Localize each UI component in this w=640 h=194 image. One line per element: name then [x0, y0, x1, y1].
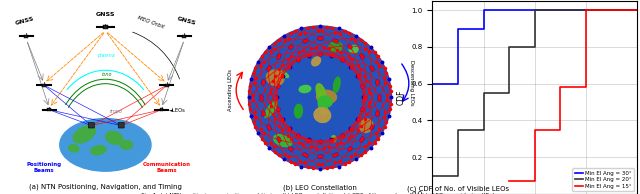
Text: MEO Orbit: MEO Orbit	[137, 16, 165, 30]
Text: Fig. 1: (a) NTN positioning, navigation, and timing. (b) LEO constellation. (c) : Fig. 1: (a) NTN positioning, navigation,…	[141, 193, 499, 194]
Min El Ang = 20°	[505, 46, 513, 48]
FancyBboxPatch shape	[88, 122, 94, 128]
Y-axis label: CDF: CDF	[397, 90, 406, 105]
Ellipse shape	[264, 101, 277, 118]
Min El Ang = 15°	[556, 128, 564, 131]
Min El Ang = 15°	[505, 180, 513, 182]
Text: (b) LEO Constellation: (b) LEO Constellation	[283, 185, 357, 191]
Min El Ang = 15°	[556, 86, 564, 88]
Ellipse shape	[318, 97, 328, 115]
Circle shape	[248, 26, 392, 169]
Ellipse shape	[319, 96, 332, 107]
Min El Ang = 20°	[531, 46, 538, 48]
Min El Ang = 20°	[454, 128, 462, 131]
Min El Ang = 30°	[479, 9, 487, 11]
Ellipse shape	[299, 86, 311, 93]
Bar	[42, 84, 46, 87]
Legend: Min El Ang = 30°, Min El Ang = 20°, Min El Ang = 15°: Min El Ang = 30°, Min El Ang = 20°, Min …	[572, 168, 634, 191]
Ellipse shape	[333, 77, 340, 92]
Ellipse shape	[329, 42, 342, 52]
Ellipse shape	[317, 90, 337, 104]
Min El Ang = 15°	[582, 86, 589, 88]
Min El Ang = 15°	[582, 9, 589, 11]
Min El Ang = 20°	[531, 9, 538, 11]
FancyBboxPatch shape	[118, 122, 124, 128]
Min El Ang = 30°	[479, 27, 487, 30]
Ellipse shape	[279, 71, 289, 78]
Text: Ascending LEOs: Ascending LEOs	[228, 69, 233, 111]
Text: GNSS: GNSS	[95, 12, 115, 17]
Ellipse shape	[316, 84, 326, 101]
Bar	[103, 25, 108, 29]
Text: Descending LEOs: Descending LEOs	[409, 60, 414, 106]
Text: GNSS: GNSS	[176, 16, 196, 26]
Text: (a) NTN Positioning, Navigation, and Timing: (a) NTN Positioning, Navigation, and Tim…	[29, 184, 182, 191]
Ellipse shape	[273, 135, 292, 147]
Line: Min El Ang = 30°: Min El Ang = 30°	[433, 10, 637, 84]
Min El Ang = 20°	[479, 128, 487, 131]
Ellipse shape	[349, 45, 358, 53]
Text: iono: iono	[102, 72, 113, 77]
Ellipse shape	[91, 146, 106, 155]
Bar	[159, 108, 163, 111]
Text: tropo: tropo	[109, 109, 122, 114]
Bar	[24, 35, 28, 38]
Ellipse shape	[314, 108, 331, 122]
Text: GNSS: GNSS	[15, 16, 35, 26]
Text: (c) CDF of No. of Visible LEOs: (c) CDF of No. of Visible LEOs	[406, 185, 509, 192]
Min El Ang = 20°	[454, 174, 462, 177]
Ellipse shape	[60, 119, 151, 171]
Min El Ang = 20°	[429, 174, 436, 177]
Ellipse shape	[73, 126, 95, 143]
Ellipse shape	[312, 57, 321, 66]
Ellipse shape	[332, 136, 336, 142]
Ellipse shape	[120, 140, 132, 149]
Min El Ang = 15°	[531, 128, 538, 131]
Bar	[182, 35, 186, 38]
Ellipse shape	[106, 131, 123, 144]
Line: Min El Ang = 20°: Min El Ang = 20°	[433, 10, 637, 176]
Line: Min El Ang = 15°: Min El Ang = 15°	[509, 10, 637, 181]
Bar	[165, 84, 169, 87]
Text: Positioning
Beams: Positioning Beams	[26, 162, 61, 173]
Min El Ang = 30°	[429, 82, 436, 85]
Min El Ang = 20°	[505, 92, 513, 94]
Min El Ang = 30°	[454, 27, 462, 30]
Bar	[47, 108, 51, 111]
Min El Ang = 30°	[633, 9, 640, 11]
Min El Ang = 30°	[454, 82, 462, 85]
Text: ◄LEOs: ◄LEOs	[169, 107, 186, 113]
Ellipse shape	[360, 119, 373, 133]
Min El Ang = 15°	[633, 9, 640, 11]
Text: plasma: plasma	[97, 53, 115, 58]
Ellipse shape	[294, 104, 303, 118]
Ellipse shape	[68, 145, 79, 152]
Min El Ang = 20°	[479, 92, 487, 94]
Min El Ang = 15°	[531, 180, 538, 182]
Text: Communication
Beams: Communication Beams	[143, 162, 191, 173]
Min El Ang = 20°	[633, 9, 640, 11]
Ellipse shape	[266, 70, 284, 85]
